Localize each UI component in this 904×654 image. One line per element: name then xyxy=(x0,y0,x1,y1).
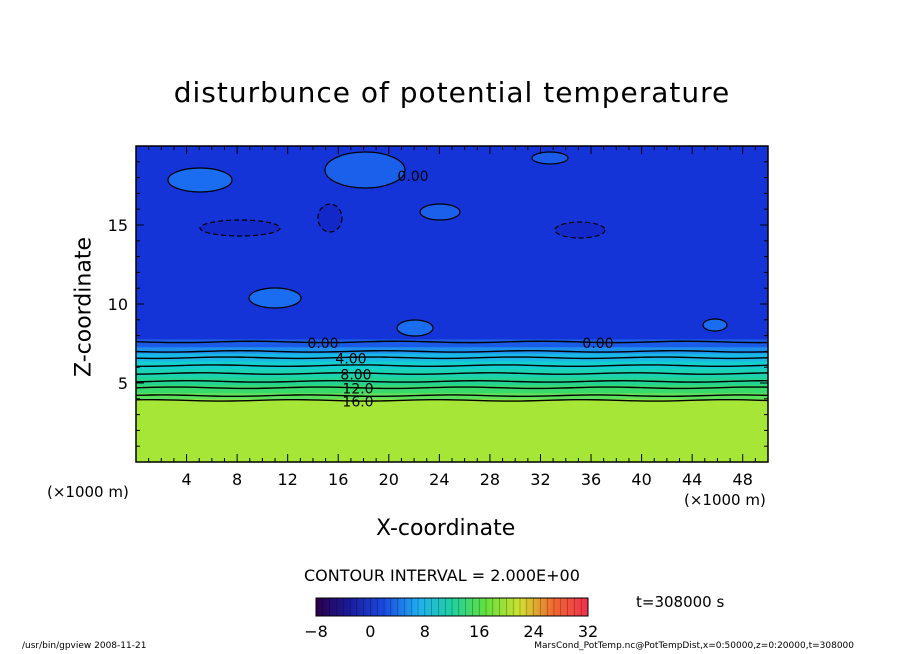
contour-label-2: 4.00 xyxy=(335,352,366,368)
y-axis: 5 10 15 xyxy=(108,161,768,447)
temperature-field xyxy=(136,146,768,462)
x-tick-16: 16 xyxy=(328,470,348,489)
colorbar-tick-3: 16 xyxy=(469,622,489,641)
x-tick-48: 48 xyxy=(733,470,753,489)
colorbar-tick-2: 8 xyxy=(420,622,430,641)
y-tick-5: 5 xyxy=(118,374,128,393)
colorbar: −8 0 8 16 24 32 xyxy=(304,597,598,641)
footer-left: /usr/bin/gpview 2008-11-21 xyxy=(22,641,147,651)
colorbar-tick-5: 32 xyxy=(578,622,598,641)
footer-right: MarsCond_PotTemp.nc@PotTempDist,x=0:5000… xyxy=(534,641,854,651)
colorbar-tick-0: −8 xyxy=(304,622,328,641)
x-unit-right: (×1000 m) xyxy=(684,491,766,509)
contour-label-right: 0.00 xyxy=(582,336,613,352)
x-tick-40: 40 xyxy=(631,470,651,489)
x-unit-left: (×1000 m) xyxy=(47,483,129,501)
x-tick-24: 24 xyxy=(429,470,449,489)
contour-label-0: 0.00 xyxy=(307,336,338,352)
chart-title: disturbunce of potential temperature xyxy=(173,76,731,109)
contour-lines xyxy=(136,340,768,402)
contour-line-2 xyxy=(136,356,768,360)
contour-line-5 xyxy=(136,380,768,383)
x-tick-36: 36 xyxy=(581,470,601,489)
x-tick-8: 8 xyxy=(232,470,242,489)
contour-line-4 xyxy=(136,372,768,375)
field-band-5 xyxy=(136,360,768,370)
y-tick-15: 15 xyxy=(108,216,128,235)
x-tick-28: 28 xyxy=(480,470,500,489)
field-band-0 xyxy=(136,398,768,462)
field-band-9 xyxy=(136,146,768,340)
contour-line-6 xyxy=(136,386,768,390)
field-band-7 xyxy=(136,346,768,354)
contour-line-3 xyxy=(136,364,768,368)
time-label: t=308000 s xyxy=(636,593,725,611)
x-tick-4: 4 xyxy=(181,470,191,489)
x-axis-label: X-coordinate xyxy=(376,516,516,541)
y-axis-label: Z-coordinate xyxy=(71,237,97,377)
x-axis: 4 8 12 16 20 24 28 32 36 40 44 48 xyxy=(148,146,756,489)
y-tick-10: 10 xyxy=(108,295,128,314)
contour-label-6: 12.0 xyxy=(342,382,373,398)
upper-contour-blobs xyxy=(167,151,728,337)
contour-interval: CONTOUR INTERVAL = 2.000E+00 xyxy=(304,566,580,585)
contour-line-0 xyxy=(136,340,768,344)
contour-line-1 xyxy=(136,349,768,353)
contour-label-upper: 0.00 xyxy=(397,169,428,185)
contour-label-4: 8.00 xyxy=(340,368,371,384)
x-tick-12: 12 xyxy=(278,470,298,489)
contour-label-8: 16.0 xyxy=(342,394,373,410)
colorbar-tick-4: 24 xyxy=(523,622,543,641)
field-band-2 xyxy=(136,384,768,394)
x-tick-44: 44 xyxy=(682,470,702,489)
x-tick-20: 20 xyxy=(379,470,399,489)
field-band-1 xyxy=(136,392,768,400)
x-tick-32: 32 xyxy=(530,470,550,489)
colorbar-tick-1: 0 xyxy=(365,622,375,641)
contour-line-8 xyxy=(136,398,768,402)
contour-line-7 xyxy=(136,394,768,398)
field-band-6 xyxy=(136,352,768,362)
